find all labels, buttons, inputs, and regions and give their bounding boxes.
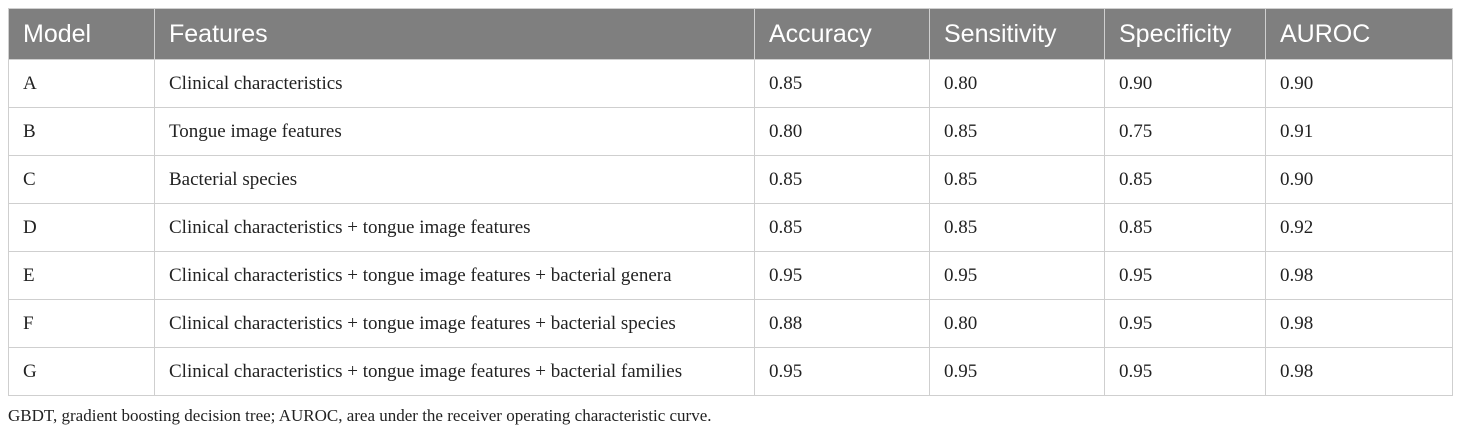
table-header: Model Features Accuracy Sensitivity Spec… xyxy=(8,8,1453,60)
cell-accuracy: 0.95 xyxy=(754,251,930,300)
cell-accuracy: 0.95 xyxy=(754,347,930,396)
table-row: G Clinical characteristics + tongue imag… xyxy=(8,347,1453,396)
cell-model: C xyxy=(8,155,155,204)
cell-features: Bacterial species xyxy=(154,155,755,204)
table-row: F Clinical characteristics + tongue imag… xyxy=(8,299,1453,348)
cell-sensitivity: 0.80 xyxy=(929,59,1105,108)
cell-accuracy: 0.85 xyxy=(754,203,930,252)
cell-accuracy: 0.88 xyxy=(754,299,930,348)
cell-auroc: 0.92 xyxy=(1265,203,1453,252)
header-model: Model xyxy=(8,8,155,60)
cell-model: G xyxy=(8,347,155,396)
cell-auroc: 0.98 xyxy=(1265,347,1453,396)
cell-specificity: 0.85 xyxy=(1104,155,1266,204)
table-row: B Tongue image features 0.80 0.85 0.75 0… xyxy=(8,107,1453,156)
table-body: A Clinical characteristics 0.85 0.80 0.9… xyxy=(8,59,1453,396)
cell-sensitivity: 0.80 xyxy=(929,299,1105,348)
cell-accuracy: 0.85 xyxy=(754,59,930,108)
cell-specificity: 0.95 xyxy=(1104,347,1266,396)
table-row: C Bacterial species 0.85 0.85 0.85 0.90 xyxy=(8,155,1453,204)
table-footnote: GBDT, gradient boosting decision tree; A… xyxy=(8,406,712,425)
cell-features: Clinical characteristics + tongue image … xyxy=(154,347,755,396)
cell-specificity: 0.95 xyxy=(1104,299,1266,348)
cell-features: Clinical characteristics + tongue image … xyxy=(154,299,755,348)
cell-model: F xyxy=(8,299,155,348)
cell-auroc: 0.91 xyxy=(1265,107,1453,156)
table-row: D Clinical characteristics + tongue imag… xyxy=(8,203,1453,252)
header-specificity: Specificity xyxy=(1104,8,1266,60)
cell-sensitivity: 0.95 xyxy=(929,251,1105,300)
cell-model: E xyxy=(8,251,155,300)
cell-auroc: 0.90 xyxy=(1265,155,1453,204)
cell-specificity: 0.90 xyxy=(1104,59,1266,108)
cell-specificity: 0.95 xyxy=(1104,251,1266,300)
cell-specificity: 0.75 xyxy=(1104,107,1266,156)
cell-features: Tongue image features xyxy=(154,107,755,156)
model-performance-table-container: Model Features Accuracy Sensitivity Spec… xyxy=(8,8,1453,396)
cell-auroc: 0.98 xyxy=(1265,299,1453,348)
cell-auroc: 0.90 xyxy=(1265,59,1453,108)
cell-sensitivity: 0.95 xyxy=(929,347,1105,396)
header-auroc: AUROC xyxy=(1265,8,1453,60)
header-sensitivity: Sensitivity xyxy=(929,8,1105,60)
cell-auroc: 0.98 xyxy=(1265,251,1453,300)
cell-accuracy: 0.85 xyxy=(754,155,930,204)
cell-sensitivity: 0.85 xyxy=(929,107,1105,156)
header-features: Features xyxy=(154,8,755,60)
cell-sensitivity: 0.85 xyxy=(929,155,1105,204)
table-row: E Clinical characteristics + tongue imag… xyxy=(8,251,1453,300)
cell-features: Clinical characteristics + tongue image … xyxy=(154,251,755,300)
header-row: Model Features Accuracy Sensitivity Spec… xyxy=(8,8,1453,60)
header-accuracy: Accuracy xyxy=(754,8,930,60)
cell-model: B xyxy=(8,107,155,156)
cell-specificity: 0.85 xyxy=(1104,203,1266,252)
table-row: A Clinical characteristics 0.85 0.80 0.9… xyxy=(8,59,1453,108)
cell-features: Clinical characteristics + tongue image … xyxy=(154,203,755,252)
cell-accuracy: 0.80 xyxy=(754,107,930,156)
cell-sensitivity: 0.85 xyxy=(929,203,1105,252)
model-performance-table: Model Features Accuracy Sensitivity Spec… xyxy=(8,8,1453,396)
cell-features: Clinical characteristics xyxy=(154,59,755,108)
cell-model: D xyxy=(8,203,155,252)
cell-model: A xyxy=(8,59,155,108)
